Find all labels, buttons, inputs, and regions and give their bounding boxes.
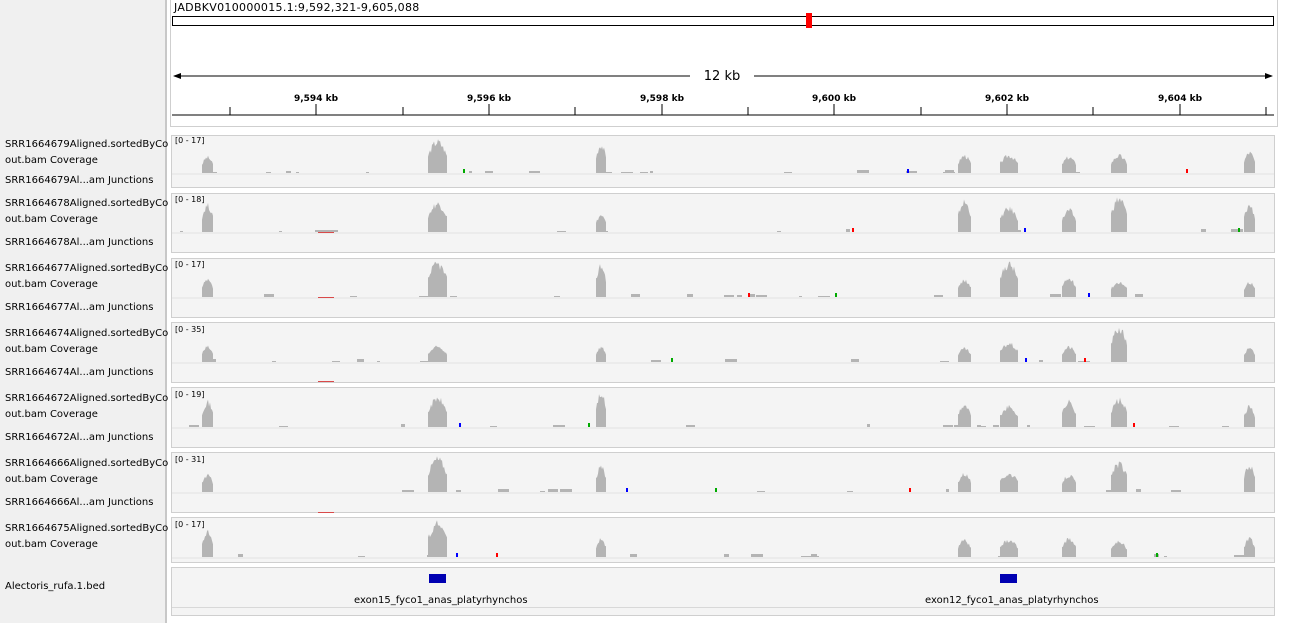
span-arrow-left-icon (173, 73, 181, 79)
coverage-track-name[interactable]: SRR1664674Aligned.sortedByCo (5, 328, 169, 339)
coverage-track-name-2[interactable]: out.bam Coverage (5, 214, 98, 225)
coverage-track-name[interactable]: SRR1664679Aligned.sortedByCo (5, 139, 169, 150)
track-panel-6[interactable] (171, 452, 1275, 513)
coverage-track-name-2[interactable]: out.bam Coverage (5, 279, 98, 290)
feature-label: exon12_fyco1_anas_platyrhynchos (925, 595, 1099, 606)
ruler-tick-label: 9,596 kb (467, 94, 512, 104)
chromosome-ideogram[interactable] (172, 16, 1274, 26)
track-panel-2[interactable] (171, 193, 1275, 253)
bed-feature-exon15[interactable] (429, 574, 446, 583)
ruler-tick-label: 9,604 kb (1158, 94, 1203, 104)
feature-label: exon15_fyco1_anas_platyrhynchos (354, 595, 528, 606)
track-panel-1[interactable] (171, 135, 1275, 188)
bed-track-name[interactable]: Alectoris_rufa.1.bed (5, 581, 106, 592)
coverage-track-name-2[interactable]: out.bam Coverage (5, 155, 98, 166)
bed-track-divider (172, 607, 1274, 608)
span-arrow-right-icon (1265, 73, 1273, 79)
data-range-label: [0 - 17] (175, 520, 205, 529)
coverage-track-name-2[interactable]: out.bam Coverage (5, 539, 98, 550)
junction-track-name[interactable]: SRR1664679Al...am Junctions (5, 175, 154, 186)
coverage-track-name[interactable]: SRR1664666Aligned.sortedByCo (5, 458, 169, 469)
bed-track-panel[interactable] (171, 567, 1275, 616)
track-name-panel (0, 0, 165, 623)
coverage-track-name[interactable]: SRR1664675Aligned.sortedByCo (5, 523, 169, 534)
data-range-label: [0 - 18] (175, 195, 205, 204)
junction-track-name[interactable]: SRR1664666Al...am Junctions (5, 497, 154, 508)
coverage-track-name-2[interactable]: out.bam Coverage (5, 474, 98, 485)
ruler[interactable]: 9,594 kb 9,596 kb 9,598 kb 9,600 kb 9,602 kb… (0, 0, 1294, 130)
track-panel-3[interactable] (171, 258, 1275, 318)
coverage-track-name-2[interactable]: out.bam Coverage (5, 409, 98, 420)
track-panel-7[interactable] (171, 517, 1275, 563)
panel-divider[interactable] (165, 0, 167, 623)
junction-track-name[interactable]: SRR1664677Al...am Junctions (5, 302, 154, 313)
data-range-label: [0 - 31] (175, 455, 205, 464)
data-range-label: [0 - 17] (175, 136, 205, 145)
locus-label: JADBKV010000015.1:9,592,321-9,605,088 (174, 1, 420, 14)
ruler-tick-label: 9,602 kb (985, 94, 1030, 104)
ruler-tick-label: 9,594 kb (294, 94, 339, 104)
track-panel-5[interactable] (171, 387, 1275, 448)
ideogram-region-marker[interactable] (806, 13, 812, 28)
data-range-label: [0 - 35] (175, 325, 205, 334)
data-range-label: [0 - 19] (175, 390, 205, 399)
junction-track-name[interactable]: SRR1664678Al...am Junctions (5, 237, 154, 248)
coverage-track-name-2[interactable]: out.bam Coverage (5, 344, 98, 355)
ruler-tick-label: 9,600 kb (812, 94, 857, 104)
track-panel-4[interactable] (171, 322, 1275, 383)
ruler-tick-label: 9,598 kb (640, 94, 685, 104)
span-label: 12 kb (690, 69, 754, 84)
data-range-label: [0 - 17] (175, 260, 205, 269)
junction-track-name[interactable]: SRR1664672Al...am Junctions (5, 432, 154, 443)
coverage-track-name[interactable]: SRR1664677Aligned.sortedByCo (5, 263, 169, 274)
coverage-track-name[interactable]: SRR1664672Aligned.sortedByCo (5, 393, 169, 404)
junction-track-name[interactable]: SRR1664674Al...am Junctions (5, 367, 154, 378)
coverage-track-name[interactable]: SRR1664678Aligned.sortedByCo (5, 198, 169, 209)
bed-feature-exon12[interactable] (1000, 574, 1017, 583)
